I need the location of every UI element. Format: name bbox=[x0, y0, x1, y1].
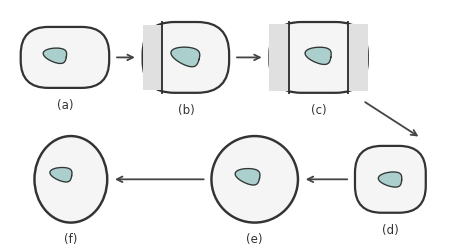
Text: (a): (a) bbox=[57, 98, 73, 111]
Polygon shape bbox=[171, 48, 200, 68]
Text: (c): (c) bbox=[311, 103, 327, 116]
Polygon shape bbox=[235, 169, 260, 185]
Ellipse shape bbox=[35, 136, 107, 223]
FancyBboxPatch shape bbox=[269, 24, 289, 92]
Polygon shape bbox=[305, 48, 331, 65]
FancyBboxPatch shape bbox=[143, 23, 229, 94]
Text: (b): (b) bbox=[177, 103, 194, 116]
Polygon shape bbox=[378, 172, 402, 187]
FancyBboxPatch shape bbox=[143, 26, 162, 90]
Text: (e): (e) bbox=[246, 232, 263, 245]
Polygon shape bbox=[50, 168, 72, 182]
Text: (d): (d) bbox=[382, 223, 399, 236]
FancyBboxPatch shape bbox=[355, 146, 426, 213]
FancyBboxPatch shape bbox=[269, 23, 368, 94]
Circle shape bbox=[211, 136, 298, 223]
Polygon shape bbox=[43, 49, 67, 64]
FancyBboxPatch shape bbox=[21, 28, 109, 88]
Text: (f): (f) bbox=[64, 232, 78, 245]
FancyBboxPatch shape bbox=[348, 24, 368, 92]
